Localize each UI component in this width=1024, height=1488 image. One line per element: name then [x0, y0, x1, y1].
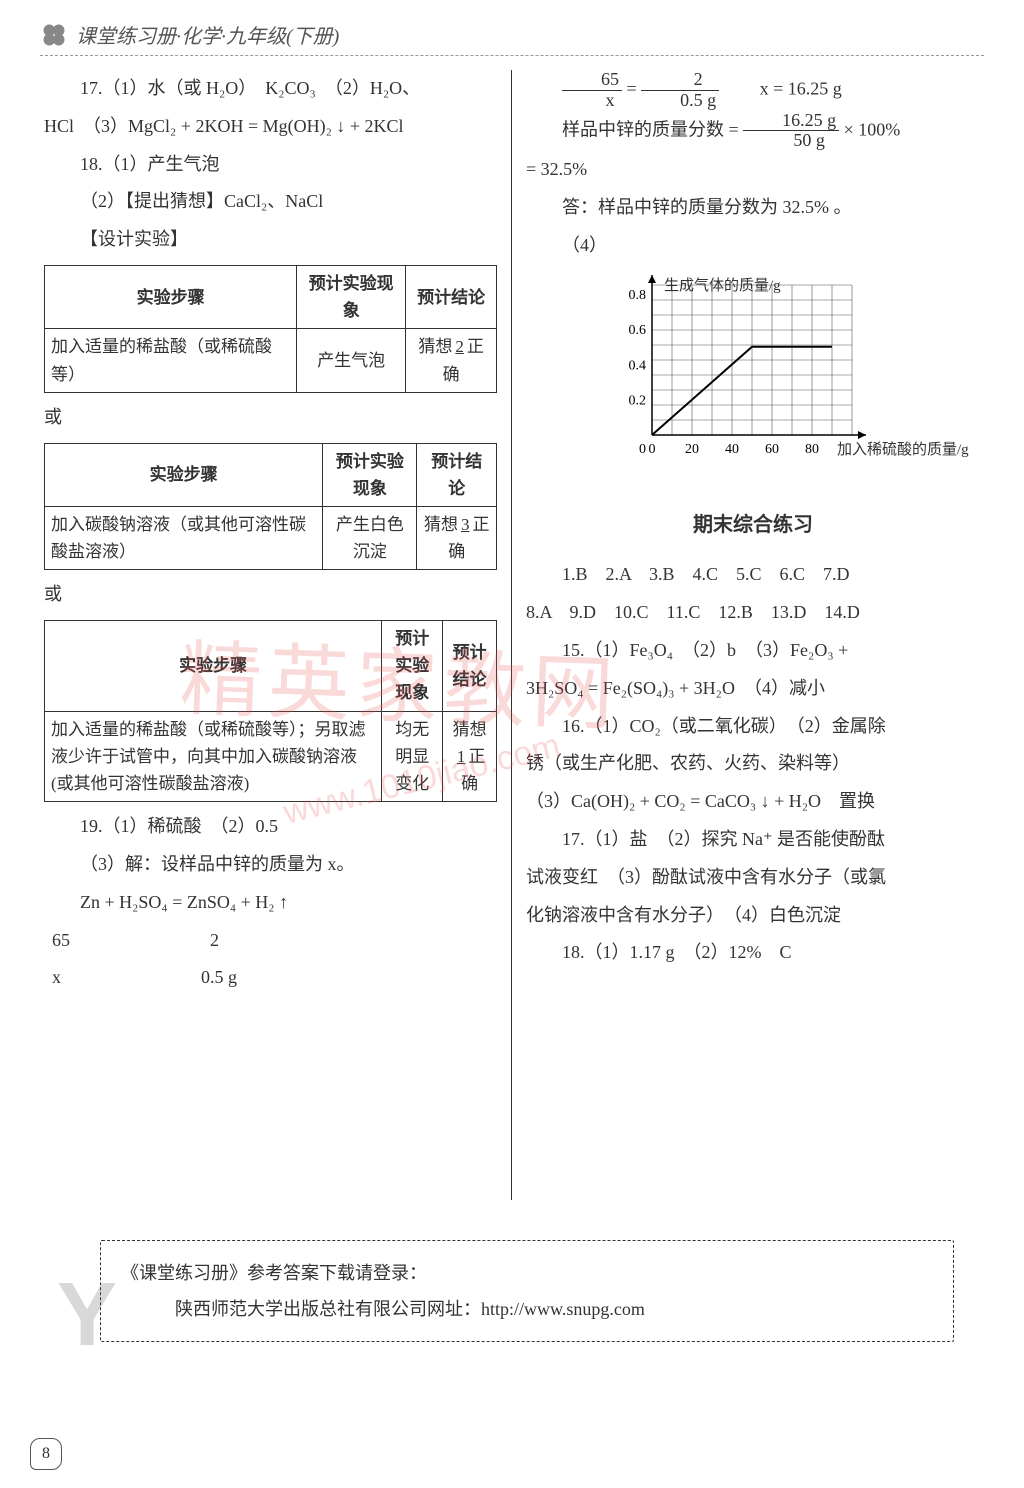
concl-num: 2 [452, 337, 467, 356]
stoich-2: 2 [210, 922, 219, 960]
tbl1-concl: 猜想2正确 [406, 329, 497, 392]
big-y-decoration: Y [57, 1225, 117, 1405]
tbl-hdr-step: 实验步骤 [45, 621, 382, 712]
concl-num: 1 [454, 747, 469, 766]
page-header: 课堂练习册·化学·九年级(下册) [40, 20, 984, 56]
tbl-hdr-phen: 预计实验现象 [297, 265, 406, 328]
q4-label: （4） [562, 235, 607, 255]
frac2-num: 2 [641, 70, 719, 91]
concl-pre: 猜想 [418, 337, 452, 356]
mass-text: 样品中锌的质量分数 = [562, 119, 743, 139]
svg-text:60: 60 [765, 442, 779, 457]
q19-line1: 19.（1）稀硫酸 （2）0.5 [44, 808, 497, 846]
stoich-65: 65 [52, 922, 70, 960]
q18-line2: （2）【提出猜想】CaCl₂、NaCl [44, 183, 497, 221]
q17r-line2: 试液变红 （3）酚酞试液中含有水分子（或氯 [526, 859, 980, 897]
tbl-hdr-step: 实验步骤 [45, 443, 323, 506]
q18-line3: 【设计实验】 [44, 221, 497, 259]
mass-den: 50 g [743, 131, 839, 151]
final-exam-title: 期末综合练习 [526, 504, 980, 546]
concl-pre: 猜想 [424, 515, 458, 534]
svg-text:20: 20 [685, 442, 699, 457]
mc-row-1: 1.B 2.A 3.B 4.C 5.C 6.C 7.D [526, 556, 980, 594]
or-2: 或 [44, 576, 497, 614]
footer-line1: 《课堂练习册》参考答案下载请登录： [121, 1255, 933, 1291]
q19-eq: Zn + H₂SO₄ = ZnSO₄ + H₂ ↑ [44, 884, 497, 922]
answer-line: 答：样品中锌的质量分数为 32.5% 。 [526, 189, 980, 227]
mass-fraction-line: 样品中锌的质量分数 = 16.25 g50 g × 100% [526, 111, 980, 152]
mc-row-2: 8.A 9.D 10.C 11.C 12.B 13.D 14.D [526, 594, 980, 632]
tbl-hdr-step: 实验步骤 [45, 265, 297, 328]
q16-line2: 锈（或生产化肥、农药、火药、染料等） [526, 745, 980, 783]
experiment-table-1: 实验步骤 预计实验现象 预计结论 加入适量的稀盐酸（或稀硫酸等） 产生气泡 猜想… [44, 265, 497, 393]
stoich-row-1: 65 2 [52, 922, 497, 960]
q17-line1: 17.（1）水（或 H₂O） K₂CO₃ （2）H₂O、 [44, 70, 497, 108]
concl-pre: 猜想 [453, 720, 487, 739]
eq-325: = 32.5% [526, 151, 980, 189]
mass-tail: × 100% [844, 119, 901, 139]
frac2-den: 0.5 g [641, 91, 719, 111]
x-result: x = 16.25 g [724, 78, 842, 98]
footer-box: Y 《课堂练习册》参考答案下载请登录： 陕西师范大学出版总社有限公司网址：htt… [100, 1240, 954, 1342]
svg-text:0: 0 [639, 442, 646, 457]
q18r-line: 18.（1）1.17 g （2）12% C [526, 934, 980, 972]
frac-2: 20.5 g [641, 70, 719, 111]
stoich-05g: 0.5 g [201, 959, 237, 997]
mass-frac: 16.25 g50 g [743, 111, 839, 152]
stoich-row-2: x 0.5 g [52, 959, 497, 997]
concl-num: 3 [458, 515, 473, 534]
chart-xlabel: 加入稀硫酸的质量/g [801, 435, 969, 467]
frac1-den: x [562, 91, 622, 111]
q15-line1: 15.（1）Fe₃O₄ （2）b （3）Fe₂O₃ + [526, 632, 980, 670]
q19-line2: （3）解：设样品中锌的质量为 x。 [44, 846, 497, 884]
stoich-x: x [52, 959, 61, 997]
svg-text:0.2: 0.2 [629, 393, 647, 408]
tbl-hdr-concl: 预计结论 [417, 443, 497, 506]
frac1-num: 65 [562, 70, 622, 91]
q17r-line3: 化钠溶液中含有水分子） （4）白色沉淀 [526, 897, 980, 935]
page-number: 8 [30, 1438, 62, 1470]
q16-line1: 16.（1）CO₂（或二氧化碳） （2）金属除 [526, 708, 980, 746]
tbl-hdr-phen: 预计实验现象 [382, 621, 443, 712]
svg-text:0.4: 0.4 [629, 358, 647, 373]
mass-num: 16.25 g [743, 111, 839, 132]
tbl-hdr-phen: 预计实验现象 [323, 443, 417, 506]
tbl3-concl: 猜想1正确 [443, 711, 497, 802]
tbl-hdr-concl: 预计结论 [443, 621, 497, 712]
tbl2-phen: 产生白色沉淀 [323, 506, 417, 569]
or-1: 或 [44, 399, 497, 437]
svg-text:0.6: 0.6 [629, 323, 647, 338]
tbl3-step: 加入适量的稀盐酸（或稀硫酸等）；另取滤液少许于试管中，向其中加入碳酸钠溶液(或其… [45, 711, 382, 802]
experiment-table-2: 实验步骤 预计实验现象 预计结论 加入碳酸钠溶液（或其他可溶性碳酸盐溶液） 产生… [44, 443, 497, 571]
q17-line2: HCl （3）MgCl₂ + 2KOH = Mg(OH)₂ ↓ + 2KCl [44, 108, 497, 146]
proportion-line: 65x = 20.5 g x = 16.25 g [526, 70, 980, 111]
two-column-body: 17.（1）水（或 H₂O） K₂CO₃ （2）H₂O、 HCl （3）MgCl… [40, 70, 984, 1200]
q15-line2: 3H₂SO₄ = Fe₂(SO₄)₃ + 3H₂O （4）减小 [526, 670, 980, 708]
tbl1-phen: 产生气泡 [297, 329, 406, 392]
experiment-table-3: 实验步骤 预计实验现象 预计结论 加入适量的稀盐酸（或稀硫酸等）；另取滤液少许于… [44, 620, 497, 802]
q4-chart-row: （4） 生成气体的质量/g 0204060800.20.40.60.80 加入稀… [526, 227, 980, 479]
q16-line3: （3）Ca(OH)₂ + CO₂ = CaCO₃ ↓ + H₂O 置换 [526, 783, 980, 821]
chart-ylabel: 生成气体的质量/g [628, 271, 781, 303]
tbl1-step: 加入适量的稀盐酸（或稀硫酸等） [45, 329, 297, 392]
footer-line2: 陕西师范大学出版总社有限公司网址：http://www.snupg.com [121, 1291, 933, 1327]
left-column: 17.（1）水（或 H₂O） K₂CO₃ （2）H₂O、 HCl （3）MgCl… [40, 70, 512, 1200]
header-title: 课堂练习册·化学·九年级(下册) [76, 20, 339, 49]
q17r-line1: 17.（1）盐 （2）探究 Na⁺ 是否能使酚酞 [526, 821, 980, 859]
tbl2-concl: 猜想3正确 [417, 506, 497, 569]
clover-icon [40, 21, 68, 49]
right-column: 65x = 20.5 g x = 16.25 g 样品中锌的质量分数 = 16.… [512, 70, 984, 1200]
tbl3-phen: 均无明显变化 [382, 711, 443, 802]
q18-line1: 18.（1）产生气泡 [44, 146, 497, 184]
tbl-hdr-concl: 预计结论 [406, 265, 497, 328]
chart: 生成气体的质量/g 0204060800.20.40.60.80 加入稀硫酸的质… [576, 275, 980, 479]
frac-1: 65x [562, 70, 622, 111]
svg-text:0: 0 [649, 442, 656, 457]
svg-text:40: 40 [725, 442, 739, 457]
tbl2-step: 加入碳酸钠溶液（或其他可溶性碳酸盐溶液） [45, 506, 323, 569]
